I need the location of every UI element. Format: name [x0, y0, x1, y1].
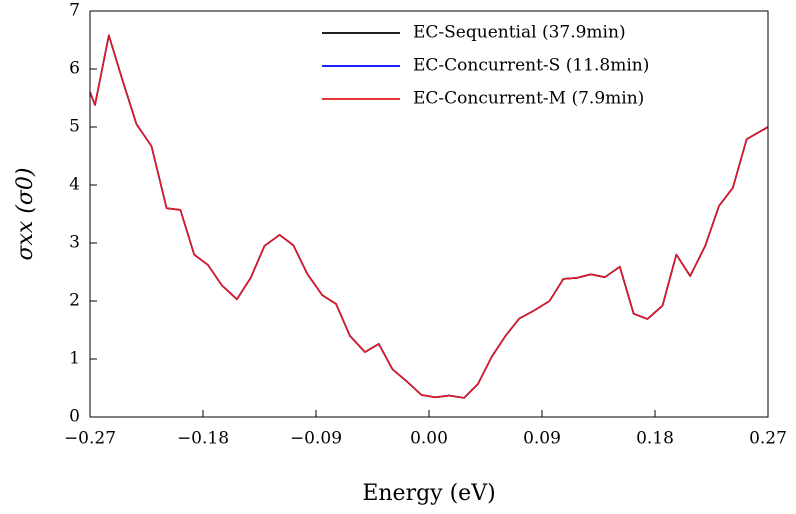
y-tick-label: 6 [69, 59, 80, 79]
x-tick-label: −0.09 [290, 429, 342, 449]
x-tick-label: 0.27 [749, 429, 787, 449]
y-tick-label: 4 [69, 175, 80, 195]
x-tick-label: −0.18 [177, 429, 229, 449]
x-tick-label: −0.27 [64, 429, 116, 449]
legend-label: EC-Sequential (37.9min) [413, 23, 626, 43]
y-tick-label: 7 [69, 1, 80, 21]
y-tick-label: 2 [69, 291, 80, 311]
y-tick-label: 1 [69, 349, 80, 369]
y-tick-label: 3 [69, 233, 80, 253]
plot-frame [89, 10, 769, 418]
y-axis-title: σxx (σ0) [13, 167, 38, 260]
legend-label: EC-Concurrent-S (11.8min) [413, 56, 649, 76]
y-tick-label: 5 [69, 117, 80, 137]
x-tick-label: 0.00 [410, 429, 448, 449]
series-line [89, 34, 769, 399]
x-tick-label: 0.18 [636, 429, 674, 449]
x-tick-label: 0.09 [523, 429, 561, 449]
y-tick-label: 0 [69, 407, 80, 427]
x-axis-title: Energy (eV) [362, 481, 495, 506]
legend-label: EC-Concurrent-M (7.9min) [413, 89, 644, 109]
